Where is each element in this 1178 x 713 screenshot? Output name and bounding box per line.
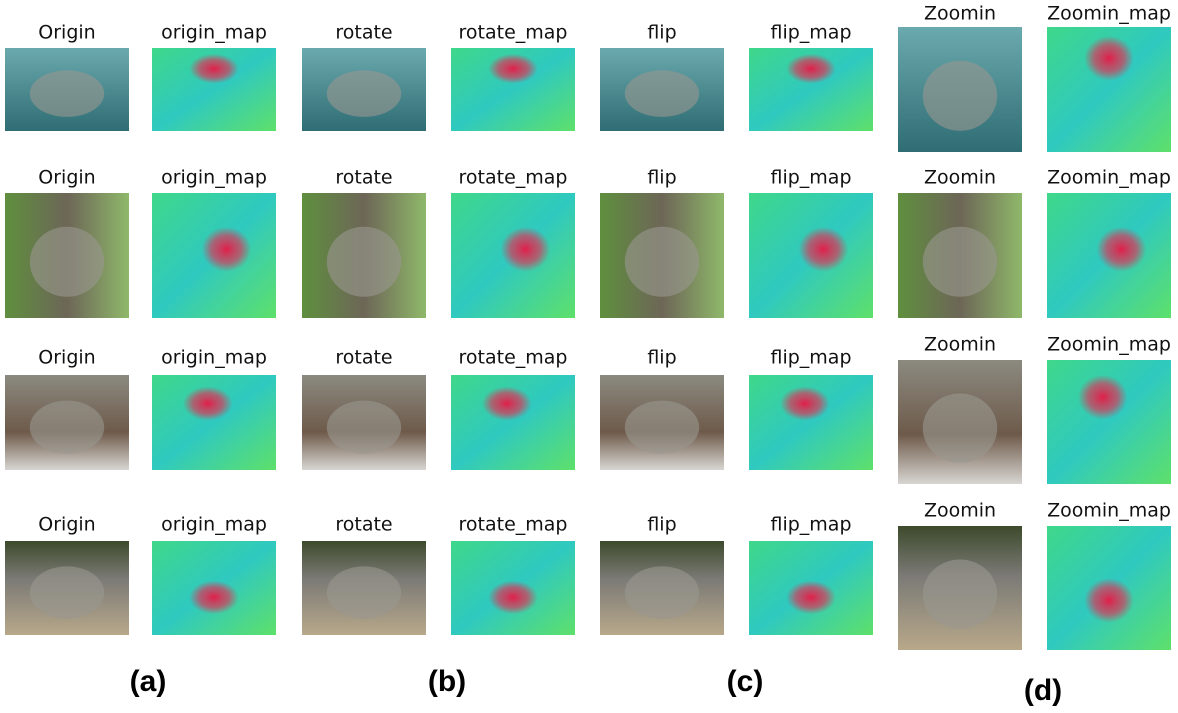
subject xyxy=(327,227,401,297)
panel-title: origin_map xyxy=(161,347,267,369)
panel-title: origin_map xyxy=(161,167,267,189)
subject xyxy=(923,227,997,297)
subject xyxy=(30,70,104,116)
heat-spot xyxy=(1084,36,1134,81)
heat-spot xyxy=(202,227,252,272)
group-label: (a) xyxy=(130,665,167,698)
subject xyxy=(625,401,699,454)
panel-title: flip_map xyxy=(770,22,851,44)
subject xyxy=(327,401,401,454)
panel-title: flip_map xyxy=(770,167,851,189)
panel-title: flip_map xyxy=(770,347,851,369)
panel-title: origin_map xyxy=(161,514,267,536)
panel-title: Zoomin_map xyxy=(1047,167,1171,189)
panel-title: Origin xyxy=(38,514,95,536)
panel-title: Zoomin xyxy=(924,3,996,25)
panel-title: Zoomin_map xyxy=(1047,3,1171,25)
heat-spot xyxy=(1084,578,1134,623)
panel-title: Zoomin xyxy=(924,500,996,522)
panel-title: Zoomin_map xyxy=(1047,500,1171,522)
subject xyxy=(327,70,401,116)
panel-title: rotate xyxy=(335,514,392,536)
subject xyxy=(327,566,401,619)
heat-spot xyxy=(1097,227,1147,272)
subject xyxy=(625,70,699,116)
heat-spot xyxy=(488,54,538,84)
heat-spot xyxy=(189,54,239,84)
heat-spot xyxy=(780,386,830,420)
group-label: (c) xyxy=(727,665,764,698)
group-label: (d) xyxy=(1024,674,1062,707)
group-label: (b) xyxy=(428,665,466,698)
panel-title: Origin xyxy=(38,22,95,44)
panel-title: Zoomin xyxy=(924,167,996,189)
heat-spot xyxy=(501,227,551,272)
panel-title: flip xyxy=(647,167,676,189)
panel-title: origin_map xyxy=(161,22,267,44)
panel-title: flip xyxy=(647,22,676,44)
heat-spot xyxy=(488,580,538,614)
panel-title: rotate xyxy=(335,347,392,369)
panel-title: flip_map xyxy=(770,514,851,536)
panel-title: Zoomin_map xyxy=(1047,334,1171,356)
figure: Originorigin_maprotaterotate_mapflipflip… xyxy=(0,0,1178,713)
heat-spot xyxy=(786,580,836,614)
subject xyxy=(923,393,997,462)
subject xyxy=(30,566,104,619)
panel-title: Origin xyxy=(38,167,95,189)
heat-spot xyxy=(482,386,532,420)
panel-title: rotate xyxy=(335,167,392,189)
subject xyxy=(30,227,104,297)
subject xyxy=(625,566,699,619)
panel-title: flip xyxy=(647,514,676,536)
panel-title: rotate_map xyxy=(459,22,568,44)
heat-spot xyxy=(799,227,849,272)
heat-spot xyxy=(786,54,836,84)
panel-title: rotate xyxy=(335,22,392,44)
panel-title: rotate_map xyxy=(459,167,568,189)
panel-title: rotate_map xyxy=(459,514,568,536)
heat-spot xyxy=(1078,375,1128,420)
panel-title: flip xyxy=(647,347,676,369)
subject xyxy=(30,401,104,454)
subject xyxy=(625,227,699,297)
subject xyxy=(923,61,997,131)
heat-spot xyxy=(189,580,239,614)
panel-title: Zoomin xyxy=(924,334,996,356)
panel-title: Origin xyxy=(38,347,95,369)
subject xyxy=(923,559,997,628)
panel-title: rotate_map xyxy=(459,347,568,369)
heat-spot xyxy=(183,386,233,420)
